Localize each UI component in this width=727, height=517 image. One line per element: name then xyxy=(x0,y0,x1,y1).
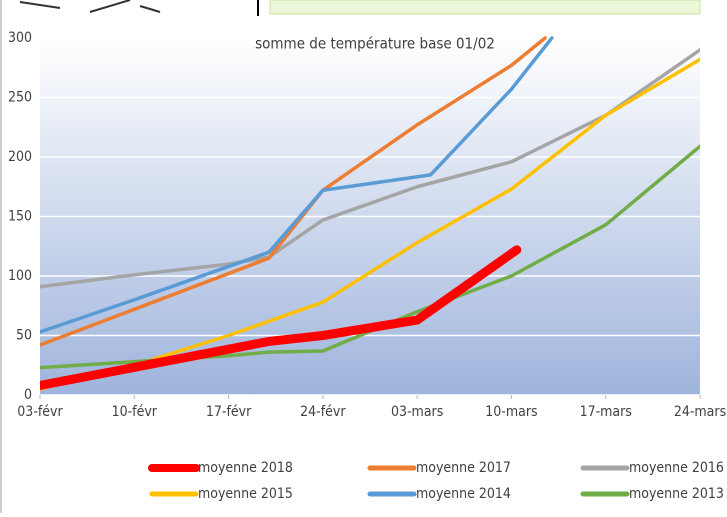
x-tick-label: 03-févr xyxy=(17,404,63,420)
chart: somme de température base 01/02 0 50 100 15… xyxy=(0,0,727,513)
x-tick-label: 03-mars xyxy=(391,404,443,420)
legend-label: moyenne 2015 xyxy=(198,486,293,502)
chart-title: somme de température base 01/02 xyxy=(255,35,495,53)
legend-label: moyenne 2018 xyxy=(198,460,293,476)
y-tick-label: 300 xyxy=(8,30,32,46)
x-tick-label: 24-mars xyxy=(674,404,726,420)
y-tick-label: 200 xyxy=(8,149,32,165)
legend-label: moyenne 2013 xyxy=(629,486,724,502)
y-tick-label: 100 xyxy=(8,268,32,284)
legend-label: moyenne 2016 xyxy=(629,460,724,476)
y-tick-label: 150 xyxy=(8,209,32,225)
y-tick-label: 0 xyxy=(24,387,32,403)
legend-label: moyenne 2017 xyxy=(416,460,511,476)
x-tick-label: 17-févr xyxy=(206,404,252,420)
x-tick-label: 17-mars xyxy=(580,404,632,420)
y-tick-label: 250 xyxy=(8,90,32,106)
x-tick-label: 10-mars xyxy=(485,404,537,420)
x-tick-label: 24-févr xyxy=(300,404,346,420)
legend-label: moyenne 2014 xyxy=(416,486,511,502)
decor-box xyxy=(270,0,700,14)
x-tick-label: 10-févr xyxy=(112,404,158,420)
y-tick-label: 50 xyxy=(16,328,32,344)
